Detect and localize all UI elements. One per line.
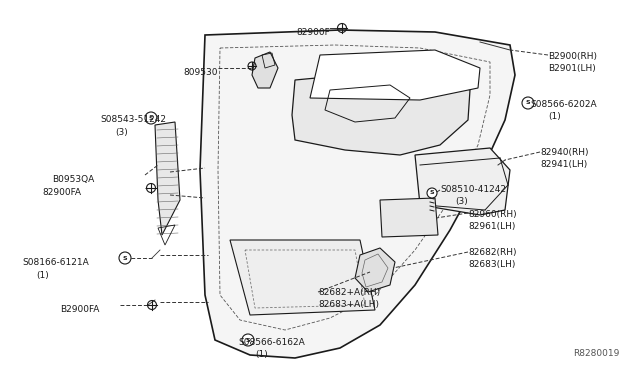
- Text: B0953QA: B0953QA: [52, 175, 94, 184]
- Polygon shape: [230, 240, 375, 315]
- Polygon shape: [155, 122, 180, 235]
- Text: 82960(RH): 82960(RH): [468, 210, 516, 219]
- Polygon shape: [380, 198, 438, 237]
- Text: 82683+A(LH): 82683+A(LH): [318, 300, 379, 309]
- Text: (1): (1): [36, 271, 49, 280]
- Text: S08166-6121A: S08166-6121A: [22, 258, 89, 267]
- Text: S08543-51242: S08543-51242: [100, 115, 166, 124]
- Text: S: S: [148, 115, 154, 121]
- Text: 82683(LH): 82683(LH): [468, 260, 515, 269]
- Text: (1): (1): [255, 350, 268, 359]
- Text: R8280019: R8280019: [573, 349, 620, 358]
- Text: B2900(RH): B2900(RH): [548, 52, 597, 61]
- Text: 82941(LH): 82941(LH): [540, 160, 588, 169]
- Polygon shape: [355, 248, 395, 292]
- Circle shape: [522, 97, 534, 109]
- Polygon shape: [415, 148, 510, 215]
- Text: 82961(LH): 82961(LH): [468, 222, 515, 231]
- Text: S08566-6202A: S08566-6202A: [530, 100, 596, 109]
- Text: 82900FA: 82900FA: [42, 188, 81, 197]
- Polygon shape: [200, 30, 515, 358]
- Circle shape: [242, 334, 254, 346]
- Circle shape: [145, 112, 157, 124]
- Circle shape: [119, 252, 131, 264]
- Text: S08566-6162A: S08566-6162A: [238, 338, 305, 347]
- Text: S: S: [246, 337, 250, 343]
- Text: S: S: [525, 100, 531, 106]
- Text: 809530: 809530: [184, 68, 218, 77]
- Text: (3): (3): [455, 197, 468, 206]
- Polygon shape: [292, 72, 470, 155]
- Polygon shape: [310, 50, 480, 100]
- Text: S08510-41242: S08510-41242: [440, 185, 506, 194]
- Text: 82682+A(RH): 82682+A(RH): [318, 288, 380, 297]
- Polygon shape: [252, 52, 278, 88]
- Text: (1): (1): [548, 112, 561, 121]
- Text: 82900F: 82900F: [296, 28, 330, 37]
- Text: 82940(RH): 82940(RH): [540, 148, 589, 157]
- Text: S: S: [429, 190, 435, 196]
- Text: B2900FA: B2900FA: [60, 305, 99, 314]
- Text: 82682(RH): 82682(RH): [468, 248, 516, 257]
- Text: B2901(LH): B2901(LH): [548, 64, 596, 73]
- Text: (3): (3): [115, 128, 128, 137]
- Circle shape: [427, 188, 437, 198]
- Text: S: S: [123, 256, 127, 260]
